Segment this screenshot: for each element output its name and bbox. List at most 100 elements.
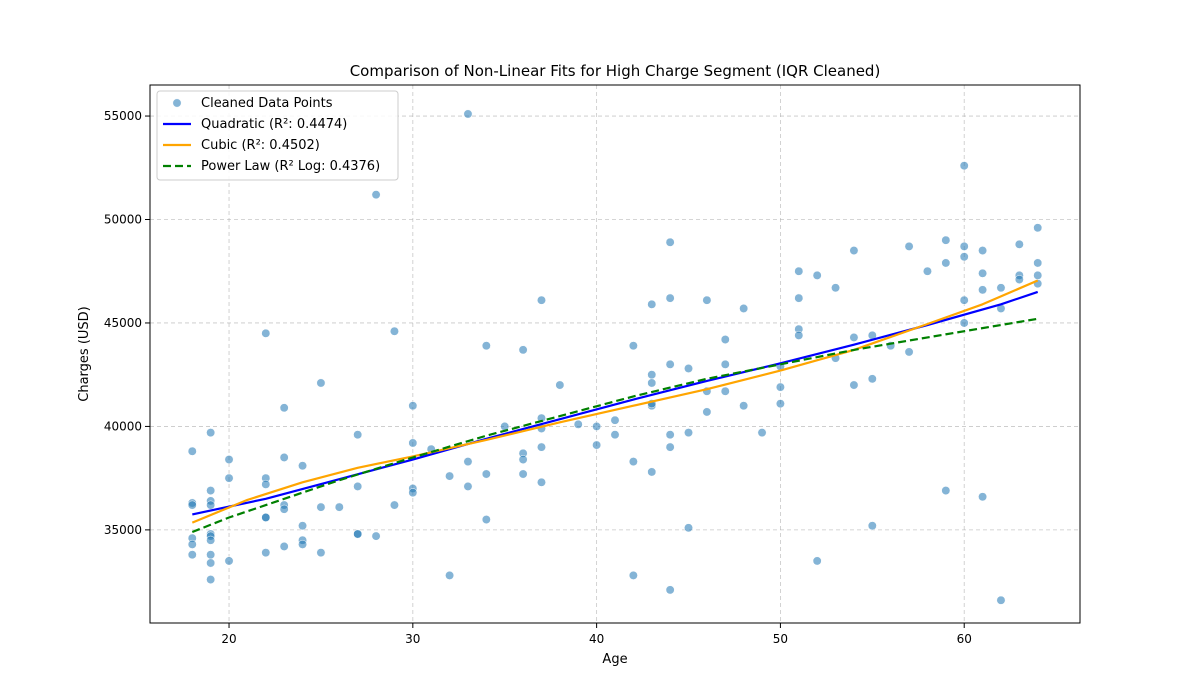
data-point xyxy=(592,421,602,431)
data-point xyxy=(775,382,785,392)
data-point xyxy=(371,531,381,541)
data-point xyxy=(941,258,951,268)
data-point xyxy=(298,539,307,549)
x-axis-label: Age xyxy=(602,652,627,667)
data-point xyxy=(647,370,657,380)
data-point xyxy=(849,332,859,342)
data-point xyxy=(261,328,271,338)
data-point xyxy=(389,500,399,510)
data-point xyxy=(537,413,546,423)
data-point xyxy=(1014,275,1024,284)
data-point xyxy=(978,246,988,255)
data-point xyxy=(610,415,620,425)
data-point xyxy=(831,283,841,293)
legend: Cleaned Data Points Quadratic (R²: 0.4474… xyxy=(156,90,399,181)
data-point xyxy=(959,295,969,305)
data-point xyxy=(334,502,344,512)
x-tick-label: 50 xyxy=(773,632,788,646)
data-point xyxy=(261,513,271,522)
data-point xyxy=(537,442,546,452)
y-tick-label: 35000 xyxy=(104,523,142,537)
data-point xyxy=(849,246,859,255)
data-point xyxy=(684,428,693,438)
data-point xyxy=(445,471,455,481)
y-tick-label: 55000 xyxy=(104,109,142,123)
data-point xyxy=(702,407,712,417)
data-point xyxy=(628,457,638,467)
data-point xyxy=(665,585,675,595)
data-point xyxy=(812,556,822,566)
data-point xyxy=(371,190,381,200)
data-point xyxy=(1014,239,1024,249)
data-point xyxy=(959,252,969,262)
power-law-fit-line xyxy=(191,317,1038,534)
grid-layer xyxy=(150,85,1080,623)
data-point xyxy=(224,455,234,464)
data-point xyxy=(996,283,1006,293)
legend-label-points: Cleaned Data Points xyxy=(201,96,333,111)
data-point xyxy=(316,548,326,558)
data-point xyxy=(481,469,491,479)
data-point xyxy=(298,521,307,531)
data-point xyxy=(996,595,1006,605)
data-point xyxy=(408,438,418,448)
data-point xyxy=(794,266,804,276)
data-point xyxy=(555,380,565,390)
data-point xyxy=(224,556,234,566)
data-point xyxy=(794,293,804,303)
data-point xyxy=(206,550,216,560)
data-point xyxy=(353,529,363,539)
data-point xyxy=(206,535,216,545)
data-point xyxy=(867,521,877,531)
data-point xyxy=(665,430,675,440)
legend-label-quadratic-fit-line: Quadratic (R²: 0.4474) xyxy=(201,117,347,132)
data-point xyxy=(775,399,785,409)
data-point xyxy=(665,237,675,247)
data-point xyxy=(261,548,271,558)
data-point xyxy=(206,428,216,438)
legend-label-power-law-fit-line: Power Law (R² Log: 0.4376) xyxy=(201,159,380,174)
axes-layer: 20 30 40 50 60 35000 40000 45000 50000 55000 xyxy=(104,84,1081,646)
data-point xyxy=(463,481,473,491)
y-tick-label: 50000 xyxy=(104,213,142,227)
data-point xyxy=(665,442,675,452)
data-point xyxy=(647,378,657,388)
data-point xyxy=(206,500,216,510)
data-point xyxy=(1033,270,1043,280)
chart-title: Comparison of Non-Linear Fits for High C… xyxy=(350,62,881,80)
data-point xyxy=(941,486,951,496)
data-point xyxy=(720,386,730,396)
data-point xyxy=(187,539,197,549)
data-point xyxy=(867,374,877,384)
data-point xyxy=(849,380,859,390)
legend-label-cubic-fit-line: Cubic (R²: 0.4502) xyxy=(201,138,320,153)
data-point xyxy=(959,161,969,171)
data-point xyxy=(279,453,289,462)
lines-layer xyxy=(191,279,1039,534)
data-point xyxy=(702,295,712,305)
data-point xyxy=(261,479,271,489)
data-point xyxy=(665,359,675,369)
data-point xyxy=(389,326,399,336)
data-point xyxy=(628,341,638,351)
data-point xyxy=(463,457,473,467)
data-point xyxy=(720,335,730,344)
data-point xyxy=(628,570,638,580)
data-point xyxy=(1033,258,1043,268)
data-point xyxy=(206,486,216,496)
data-point xyxy=(518,469,528,479)
data-point xyxy=(794,330,804,340)
data-point xyxy=(812,270,822,280)
data-point xyxy=(445,570,455,580)
x-tick-label: 20 xyxy=(221,632,236,646)
data-point xyxy=(537,295,546,305)
data-point xyxy=(518,455,528,464)
data-point xyxy=(739,401,749,411)
data-point xyxy=(206,575,216,584)
data-point xyxy=(353,430,363,440)
y-tick-label: 45000 xyxy=(104,316,142,330)
data-point xyxy=(941,235,951,245)
cubic-fit-line xyxy=(191,279,1039,524)
plot-frame xyxy=(149,84,1081,624)
